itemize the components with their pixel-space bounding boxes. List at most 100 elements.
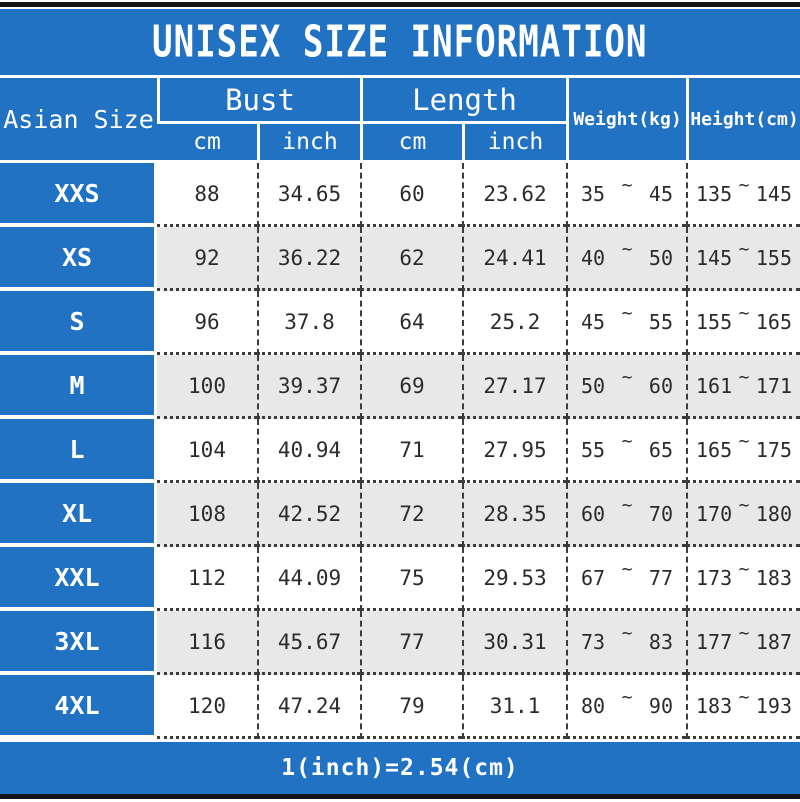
height-max: 183	[755, 565, 792, 590]
weight-range: 35 ~45	[566, 163, 686, 227]
header-asian-size: Asian Size	[3, 104, 154, 134]
weight-min: 55	[581, 437, 606, 462]
weight-range: 60 ~70	[566, 483, 686, 547]
table-row: 4XL 120 47.24 79 31.1 80 ~90 183 ~193	[0, 675, 800, 739]
bust-cm-value: 116	[157, 611, 257, 675]
height-min: 170	[696, 501, 733, 526]
size-label: M	[0, 355, 157, 419]
bust-inch-value: 34.65	[257, 163, 360, 227]
table-row: XXS 88 34.65 60 23.62 35 ~45 135 ~145	[0, 163, 800, 227]
weight-min: 73	[581, 629, 606, 654]
header-group-length: Length	[360, 78, 566, 124]
tilde-separator: ~	[621, 431, 633, 452]
length-cm-value: 69	[360, 355, 462, 419]
weight-max: 65	[648, 437, 673, 462]
bust-cm-value: 100	[157, 355, 257, 419]
top-black-bar	[0, 2, 800, 7]
footer-note: 1(inch)=2.54(cm)	[281, 755, 519, 781]
height-max: 165	[755, 309, 792, 334]
weight-max: 55	[648, 309, 673, 334]
bust-inch-value: 47.24	[257, 675, 360, 739]
length-cm-value: 60	[360, 163, 462, 227]
tilde-separator: ~	[738, 303, 750, 324]
height-max: 145	[755, 181, 792, 206]
weight-range: 55 ~65	[566, 419, 686, 483]
height-max: 175	[755, 437, 792, 462]
height-range: 173 ~183	[686, 547, 800, 611]
tilde-separator: ~	[621, 559, 633, 580]
weight-min: 40	[581, 245, 606, 270]
length-inch-value: 24.41	[462, 227, 566, 291]
tilde-separator: ~	[738, 175, 750, 196]
header-bust-inch: inch	[257, 124, 360, 160]
height-range: 177 ~187	[686, 611, 800, 675]
table-header: Asian Size Bust Length Weight(kg) Height…	[0, 78, 800, 163]
height-min: 173	[696, 565, 733, 590]
tilde-separator: ~	[738, 495, 750, 516]
weight-range: 80 ~90	[566, 675, 686, 739]
weight-range: 73 ~83	[566, 611, 686, 675]
size-label: XXL	[0, 547, 157, 611]
bust-inch-value: 39.37	[257, 355, 360, 419]
bust-cm-value: 120	[157, 675, 257, 739]
weight-max: 45	[648, 181, 673, 206]
bust-cm-value: 108	[157, 483, 257, 547]
table-row: 3XL 116 45.67 77 30.31 73 ~83 177 ~187	[0, 611, 800, 675]
bust-cm-value: 92	[157, 227, 257, 291]
tilde-separator: ~	[621, 623, 633, 644]
weight-max: 83	[648, 629, 673, 654]
weight-range: 67 ~77	[566, 547, 686, 611]
height-range: 135 ~145	[686, 163, 800, 227]
height-min: 177	[696, 629, 733, 654]
length-cm-value: 71	[360, 419, 462, 483]
weight-min: 60	[581, 501, 606, 526]
length-inch-value: 27.17	[462, 355, 566, 419]
table-row: S 96 37.8 64 25.2 45 ~55 155 ~165	[0, 291, 800, 355]
length-cm-value: 75	[360, 547, 462, 611]
height-min: 135	[696, 181, 733, 206]
bust-cm-value: 96	[157, 291, 257, 355]
height-min: 145	[696, 245, 733, 270]
tilde-separator: ~	[621, 303, 633, 324]
height-range: 183 ~193	[686, 675, 800, 739]
tilde-separator: ~	[621, 495, 633, 516]
bust-cm-value: 112	[157, 547, 257, 611]
height-range: 155 ~165	[686, 291, 800, 355]
length-inch-value: 28.35	[462, 483, 566, 547]
bust-inch-value: 40.94	[257, 419, 360, 483]
length-cm-value: 77	[360, 611, 462, 675]
height-max: 193	[755, 693, 792, 718]
size-label: 4XL	[0, 675, 157, 739]
title-band: UNISEX SIZE INFORMATION	[0, 9, 800, 78]
table-row: XXL 112 44.09 75 29.53 67 ~77 173 ~183	[0, 547, 800, 611]
table-row: XL 108 42.52 72 28.35 60 ~70 170 ~180	[0, 483, 800, 547]
header-height-cm: Height(cm)	[686, 78, 800, 160]
header-group-bust: Bust	[157, 78, 360, 124]
table-row: M 100 39.37 69 27.17 50 ~60 161 ~171	[0, 355, 800, 419]
length-inch-value: 31.1	[462, 675, 566, 739]
length-inch-value: 27.95	[462, 419, 566, 483]
weight-max: 70	[648, 501, 673, 526]
bust-inch-value: 36.22	[257, 227, 360, 291]
length-cm-value: 62	[360, 227, 462, 291]
weight-max: 60	[648, 373, 673, 398]
tilde-separator: ~	[738, 623, 750, 644]
bust-cm-value: 104	[157, 419, 257, 483]
weight-min: 45	[581, 309, 606, 334]
table-body: XXS 88 34.65 60 23.62 35 ~45 135 ~145 XS 92 36.22 62…	[0, 163, 800, 739]
length-inch-value: 29.53	[462, 547, 566, 611]
size-label: L	[0, 419, 157, 483]
table-row: XS 92 36.22 62 24.41 40 ~50 145 ~155	[0, 227, 800, 291]
size-label: XL	[0, 483, 157, 547]
tilde-separator: ~	[621, 367, 633, 388]
tilde-separator: ~	[738, 431, 750, 452]
height-min: 183	[696, 693, 733, 718]
tilde-separator: ~	[621, 239, 633, 260]
bust-inch-value: 44.09	[257, 547, 360, 611]
size-label: S	[0, 291, 157, 355]
height-min: 161	[696, 373, 733, 398]
weight-min: 50	[581, 373, 606, 398]
bust-inch-value: 37.8	[257, 291, 360, 355]
tilde-separator: ~	[738, 367, 750, 388]
